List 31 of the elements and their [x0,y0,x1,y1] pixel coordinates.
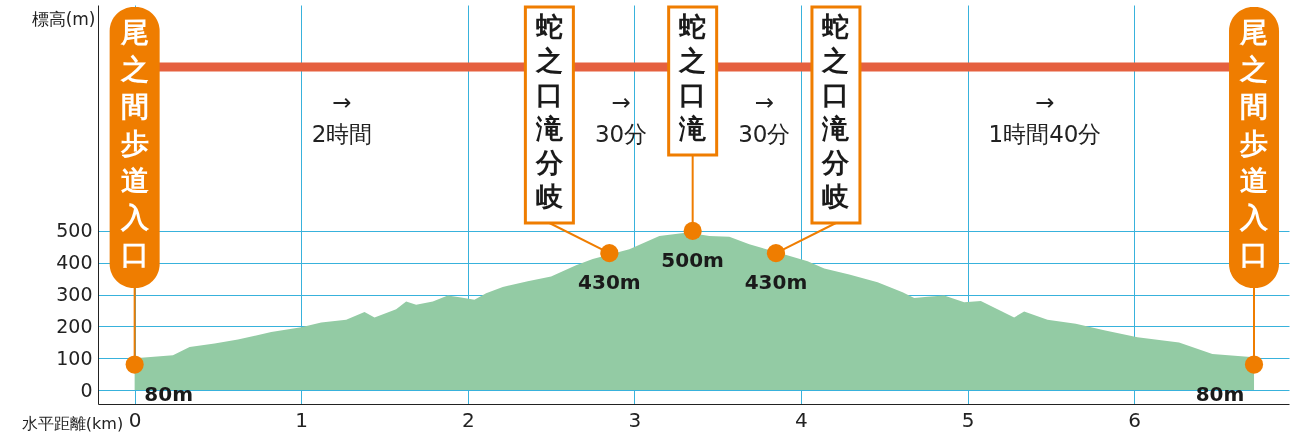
y-axis-title: 標高(m) [31,8,96,29]
x-tick-label: 6 [1128,407,1141,432]
x-tick-label: 5 [961,407,975,432]
annotation: → 30分 [738,89,791,147]
x-tick-label: 4 [795,407,808,432]
x-tick-label: 2 [461,407,475,432]
annotation: 尾之間歩道入口 [1239,16,1270,271]
annotation: 尾之間歩道入口 [119,16,150,271]
x-tick-label: 1 [295,407,309,432]
y-tick-label: 100 [56,346,93,369]
annotation: → 1時間40分 [988,89,1102,147]
data-label: 430m [744,270,808,295]
point [766,244,786,263]
x-tick-label: 0 [128,407,142,432]
point [1244,355,1264,374]
data-label: 500m [661,247,724,272]
annotation: 蛇之口滝 [678,11,708,144]
point [683,221,702,240]
y-tick-label: 0 [80,378,93,401]
y-tick-label: 500 [56,219,93,242]
annotation: → 2時間 [311,89,373,147]
point [600,244,619,263]
y-tick-label: 300 [56,283,93,306]
x-tick-label: 3 [628,407,642,432]
data-label: 430m [578,270,641,295]
annotation: 蛇之口滝分岐 [821,11,851,212]
annotation: 蛇之口滝分岐 [534,11,564,212]
point [125,355,144,374]
y-tick-label: 400 [56,251,93,274]
x-axis-title: 水平距離(km) [21,413,124,433]
y-tick-label: 200 [56,314,93,337]
